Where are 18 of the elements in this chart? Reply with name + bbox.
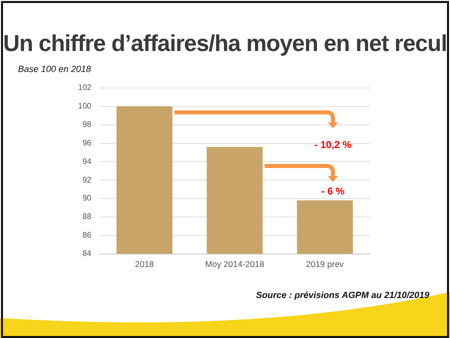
annotation: - 6 % xyxy=(321,186,345,198)
y-tick-label: 88 xyxy=(82,212,92,222)
y-tick-label: 100 xyxy=(78,102,92,111)
y-tick-label: 90 xyxy=(82,194,92,203)
y-tick-label: 94 xyxy=(82,156,92,166)
y-tick-label: 98 xyxy=(82,120,92,130)
y-tick-label: 92 xyxy=(82,175,92,184)
y-tick-label: 96 xyxy=(82,138,92,148)
chart-subtitle: Base 100 en 2018 xyxy=(18,64,92,74)
annotation: - 10,2 % xyxy=(314,140,352,152)
y-tick-label: 84 xyxy=(82,249,92,258)
x-tick-label: 2018 xyxy=(134,259,154,270)
chart-title: Un chiffre d’affaires/ha moyen en net recul xyxy=(2,30,448,57)
x-tick-label: 2019 prev xyxy=(306,259,345,270)
source-note: Source : prévisions AGPM au 21/10/2019 xyxy=(256,290,430,300)
x-tick-label: Moy 2014-2018 xyxy=(205,259,264,270)
y-tick-label: 102 xyxy=(78,83,92,92)
y-tick-label: 86 xyxy=(82,230,92,240)
